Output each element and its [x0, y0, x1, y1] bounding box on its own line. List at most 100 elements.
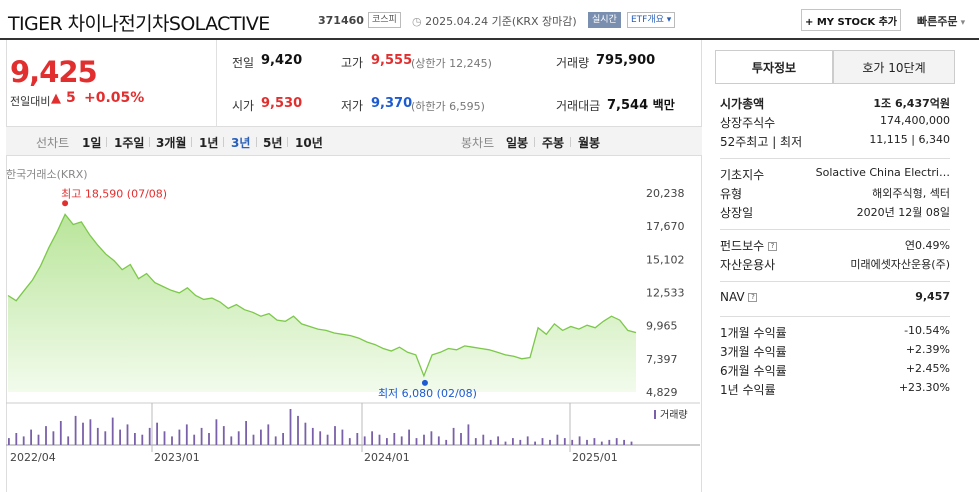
y-tick-label: 17,670: [646, 220, 685, 233]
volume-bar: [474, 438, 477, 445]
help-icon[interactable]: ?: [748, 293, 758, 302]
volume-bar: [178, 429, 181, 445]
volume-bar: [260, 429, 262, 445]
high-annotation: 최고 18,590 (07/08): [61, 187, 167, 200]
volume-bar: [571, 439, 574, 445]
volume-bar: [526, 436, 529, 445]
volume-bar: [563, 438, 566, 445]
candle-chart-label: 봉차트: [461, 136, 495, 150]
volume-bar: [467, 424, 470, 445]
help-icon[interactable]: ?: [768, 242, 777, 251]
volume-bar: [304, 422, 307, 445]
volume-bar: [326, 434, 329, 445]
candle-monthly[interactable]: 월봉: [578, 136, 601, 150]
volume-bar: [489, 439, 492, 445]
info-row: 유형 해외주식형, 섹터: [720, 187, 950, 201]
nav-row: NAV ? 9,457: [720, 290, 950, 304]
volume-bar: [282, 433, 284, 445]
period-1d[interactable]: 1일: [82, 136, 102, 150]
volume-bar: [141, 434, 144, 445]
x-tick-label: 2023/01: [154, 451, 200, 464]
candle-daily[interactable]: 일봉: [506, 136, 529, 150]
diff-label: 전일대비: [10, 95, 51, 108]
open-label: 시가: [232, 99, 255, 113]
period-divider: [256, 137, 257, 147]
volume-bar: [104, 431, 107, 445]
info-row: 자산운용사 미래에셋자산운용(주): [720, 258, 950, 272]
period-3y[interactable]: 3년: [231, 136, 251, 150]
period-3m[interactable]: 3개월: [156, 136, 187, 150]
volume-bar: [363, 436, 366, 445]
volume-bar: [59, 421, 62, 445]
period-5y[interactable]: 5년: [263, 136, 283, 150]
period-1w[interactable]: 1주일: [114, 136, 145, 150]
realtime-tag[interactable]: 실시간: [588, 12, 621, 28]
high-value: 9,555: [371, 53, 413, 68]
quick-order-button[interactable]: 빠른주문 ▾: [917, 15, 966, 28]
volume-bar: [415, 438, 418, 445]
volume-bar: [356, 433, 359, 445]
price-chart[interactable]: 20,23817,67015,10212,5339,9657,3974,829 …: [0, 0, 700, 492]
up-arrow-icon: ▲: [51, 91, 61, 106]
candle-weekly[interactable]: 주봉: [542, 136, 565, 150]
y-tick-label: 12,533: [646, 287, 685, 300]
info-row: 기초지수 Solactive China Electri…: [720, 166, 950, 182]
price-area: [8, 214, 636, 392]
line-chart-label: 선차트: [36, 136, 70, 150]
volume-bar: [497, 436, 499, 445]
low-point-marker: [421, 379, 428, 386]
amount-value: 7,544 백만: [607, 98, 675, 113]
low-value: 9,370: [371, 96, 413, 111]
period-1y[interactable]: 1년: [199, 136, 219, 150]
info-row: 상장일 2020년 12월 08일: [720, 206, 950, 220]
volume-bar: [386, 438, 388, 445]
volume-bar: [437, 436, 440, 445]
info-row: 시가총액 1조 6,437억원: [720, 97, 950, 111]
volume-bar: [482, 434, 485, 445]
volume-bar: [311, 427, 314, 445]
volume-bar: [393, 433, 396, 445]
volume-bar: [452, 427, 455, 445]
period-bar: [6, 126, 702, 156]
volume-bar: [423, 434, 425, 445]
volume-bar: [274, 436, 277, 445]
volume-label: 거래량: [556, 56, 590, 70]
volume-bar: [319, 431, 322, 445]
current-price: 9,425: [10, 55, 98, 89]
volume-bar: [252, 434, 255, 445]
info-row: 펀드보수 ? 연0.49%: [720, 239, 950, 253]
tab-order-book[interactable]: 호가 10단계: [833, 50, 955, 84]
volume-bar: [171, 436, 173, 445]
volume-bar: [630, 441, 633, 445]
etf-overview-button[interactable]: ETF개요 ▾: [627, 12, 676, 28]
tab-investment-info[interactable]: 투자정보: [715, 50, 833, 84]
mystock-button[interactable]: + MY STOCK 추가: [801, 9, 901, 31]
volume-bar: [600, 441, 603, 445]
volume-bar: [96, 427, 99, 445]
volume-bar: [37, 434, 40, 445]
prev-value: 9,420: [261, 53, 303, 68]
return-row: 1년 수익률 +23.30%: [720, 381, 950, 397]
period-divider: [106, 137, 107, 147]
volume-bar: [348, 438, 351, 445]
volume-bar: [267, 424, 270, 445]
volume-bar: [15, 433, 18, 445]
info-row: 상장주식수 174,400,000: [720, 114, 950, 130]
period-10y[interactable]: 10년: [295, 136, 323, 150]
x-tick-label: 2022/04: [10, 451, 56, 464]
upper-limit: (상한가 12,245): [411, 57, 492, 70]
volume-label: 거래량: [660, 409, 688, 421]
y-tick-label: 9,965: [646, 320, 678, 333]
volume-bar: [30, 429, 32, 445]
volume-bar: [208, 433, 210, 445]
chevron-down-icon: ▾: [666, 15, 672, 25]
x-tick-label: 2025/01: [572, 451, 618, 464]
period-divider: [570, 137, 571, 147]
volume-bar: [341, 429, 344, 445]
low-annotation: 최저 6,080 (02/08): [378, 387, 477, 400]
volume-bar: [45, 426, 47, 445]
volume-bar: [245, 421, 247, 445]
y-tick-label: 7,397: [646, 353, 678, 366]
volume-bar: [82, 422, 84, 445]
chart-source: 한국거래소(KRX): [6, 168, 88, 181]
